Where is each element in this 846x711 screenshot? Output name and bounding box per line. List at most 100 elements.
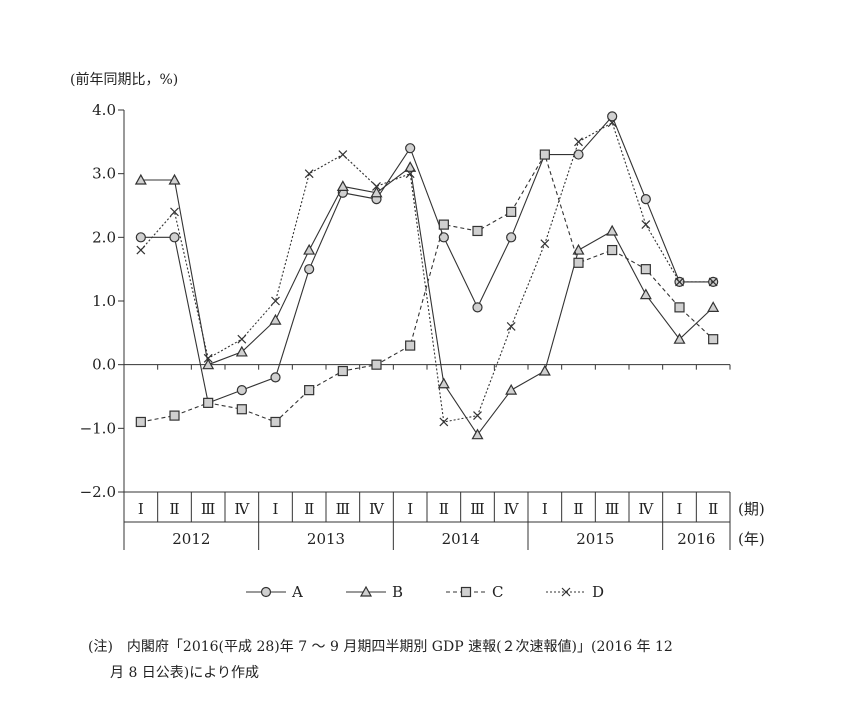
line-chart: (前年同期比，%) 4.0 3.0 2.0 1.0 0.0 −1.0 −2.0 Ⅰ Ⅱ Ⅲ Ⅳ Ⅰ Ⅱ Ⅲ… bbox=[70, 71, 765, 601]
series-d-point bbox=[607, 118, 617, 128]
series-a-point bbox=[506, 232, 517, 243]
series-b-point bbox=[673, 332, 686, 344]
legend-label: C bbox=[492, 583, 503, 601]
series-c-point bbox=[708, 334, 719, 345]
legend: A B C D bbox=[246, 583, 604, 601]
series-b-point bbox=[404, 161, 417, 172]
series-b-point bbox=[471, 428, 484, 440]
series-b-point bbox=[505, 383, 518, 395]
y-axis-label: (前年同期比，%) bbox=[70, 71, 178, 88]
series-c-point bbox=[460, 586, 472, 598]
cross-stroke bbox=[506, 322, 516, 331]
quarter-label: Ⅲ bbox=[336, 500, 350, 518]
series-b bbox=[134, 161, 720, 440]
series-c-point bbox=[270, 416, 281, 428]
series-a-point bbox=[260, 586, 272, 598]
cross-stroke bbox=[372, 181, 381, 191]
series-a-point bbox=[640, 194, 651, 205]
series-c-point bbox=[438, 219, 449, 230]
cross-stroke bbox=[607, 118, 617, 128]
series-d-point bbox=[271, 296, 280, 306]
series-d bbox=[136, 118, 718, 427]
series-d-point bbox=[561, 587, 571, 597]
year-label: 2013 bbox=[307, 530, 345, 548]
footnote-line-1: (注) 内閣府「2016(平成 28)年 7 ～ 9 月期四半期別 GDP 速報… bbox=[88, 639, 673, 655]
quarter-label: Ⅰ bbox=[273, 500, 279, 518]
cross-stroke bbox=[136, 245, 146, 255]
quarter-label: Ⅲ bbox=[470, 500, 484, 518]
series-a-point bbox=[304, 264, 315, 275]
series-b-point bbox=[606, 224, 619, 236]
series-c-point bbox=[472, 225, 483, 237]
cross-stroke bbox=[675, 277, 684, 287]
legend-item-a: A bbox=[246, 583, 303, 601]
cross-stroke bbox=[237, 334, 247, 344]
cross-stroke bbox=[271, 296, 280, 306]
series-a-point bbox=[573, 149, 584, 160]
series-d-point bbox=[338, 150, 348, 159]
series-c-point bbox=[371, 359, 382, 370]
cross-stroke bbox=[439, 417, 449, 427]
year-label: 2012 bbox=[172, 530, 210, 548]
cross-stroke bbox=[641, 220, 651, 230]
cross-stroke bbox=[473, 411, 482, 421]
series-c-point bbox=[203, 397, 214, 408]
quarter-unit-label: (期) bbox=[738, 500, 765, 518]
series-d-point bbox=[641, 220, 651, 230]
footnote-line-2: 月 8 日公表)により作成 bbox=[110, 665, 259, 681]
cross-stroke bbox=[405, 169, 415, 179]
series-c-point bbox=[337, 365, 348, 377]
y-tick-label: 1.0 bbox=[92, 292, 116, 310]
series-c bbox=[135, 149, 719, 428]
series-d-point bbox=[473, 411, 482, 421]
quarter-label: Ⅳ bbox=[369, 500, 385, 518]
legend-item-b: B bbox=[346, 583, 403, 601]
series-d-point bbox=[136, 245, 146, 255]
series-c-line bbox=[140, 153, 714, 423]
cross-stroke bbox=[170, 207, 179, 217]
series-b-point bbox=[235, 345, 248, 357]
series-a-point bbox=[135, 232, 146, 243]
quarter-label: Ⅱ bbox=[169, 500, 179, 518]
year-label: 2016 bbox=[677, 530, 715, 548]
series-d-point bbox=[506, 322, 516, 331]
series-d-point bbox=[708, 277, 718, 287]
y-tick-label: 0.0 bbox=[92, 356, 116, 374]
quarter-label: Ⅱ bbox=[708, 500, 718, 518]
quarter-label: Ⅰ bbox=[407, 500, 413, 518]
cross-stroke bbox=[574, 137, 583, 147]
series-a-point bbox=[270, 372, 281, 383]
series-a-point bbox=[607, 111, 618, 122]
year-label: 2015 bbox=[576, 530, 614, 548]
series-d-point bbox=[237, 334, 247, 344]
series-d-line bbox=[140, 121, 714, 423]
y-tick-label: 2.0 bbox=[92, 228, 116, 246]
series-b-point bbox=[303, 243, 316, 255]
legend-label: A bbox=[291, 583, 303, 601]
series-c-point bbox=[169, 410, 180, 421]
series-c-point bbox=[506, 206, 517, 217]
series-a-point bbox=[438, 232, 449, 243]
quarter-label: Ⅰ bbox=[677, 500, 683, 518]
y-tick-label: −2.0 bbox=[80, 483, 116, 501]
series-b-point bbox=[168, 173, 181, 185]
legend-label: D bbox=[592, 583, 604, 601]
cross-stroke bbox=[304, 169, 314, 179]
quarter-label: Ⅲ bbox=[605, 500, 619, 518]
series-b-point bbox=[370, 186, 383, 198]
series-b-point bbox=[359, 585, 373, 597]
series-b-point bbox=[572, 243, 585, 255]
quarter-label: Ⅳ bbox=[638, 500, 654, 518]
series-a-point bbox=[472, 302, 483, 313]
series-b-point bbox=[336, 180, 349, 191]
y-tick-label: 3.0 bbox=[92, 165, 116, 183]
series-a bbox=[135, 111, 719, 408]
series-lines bbox=[134, 111, 720, 440]
quarter-label: Ⅱ bbox=[439, 500, 449, 518]
series-b-point bbox=[538, 364, 551, 376]
legend-item-d: D bbox=[546, 583, 604, 601]
series-b-point bbox=[134, 173, 147, 185]
cross-stroke bbox=[203, 353, 213, 363]
series-c-point bbox=[236, 404, 247, 415]
year-label: 2014 bbox=[442, 530, 480, 548]
